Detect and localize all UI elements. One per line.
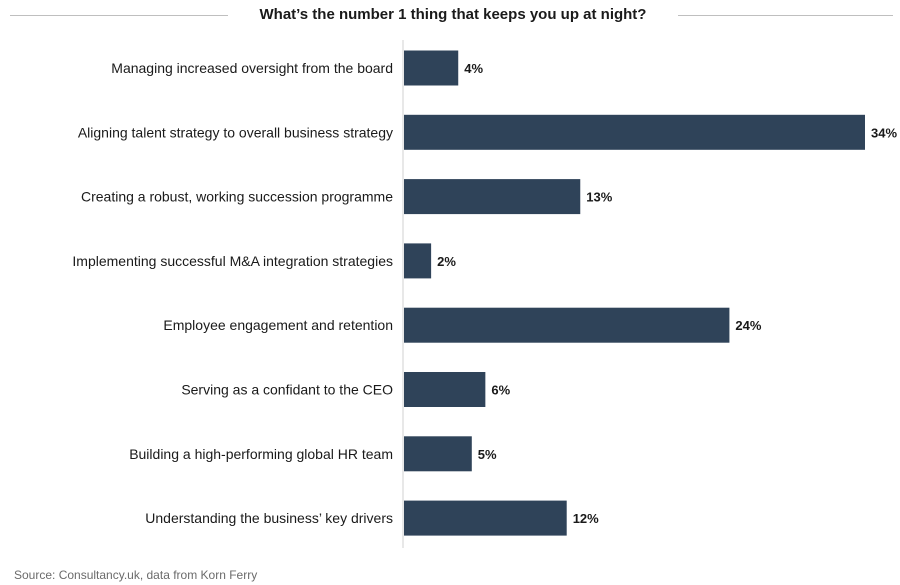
category-labels: Managing increased oversight from the bo… (72, 60, 393, 526)
bar (404, 307, 730, 343)
source-note: Source: Consultancy.uk, data from Korn F… (14, 568, 258, 582)
bar (404, 50, 459, 86)
value-label: 13% (586, 190, 612, 205)
category-label: Implementing successful M&A integration … (72, 253, 393, 269)
value-labels: 4% 34% 13% 2% 24% 6% 5% 12% (437, 61, 897, 526)
bars (404, 50, 865, 536)
category-label: Building a high-performing global HR tea… (129, 446, 393, 462)
category-label: Serving as a confidant to the CEO (181, 382, 393, 398)
category-label: Aligning talent strategy to overall busi… (78, 124, 393, 140)
title-rule-left (10, 15, 228, 16)
value-label: 34% (871, 125, 897, 140)
bar (404, 500, 567, 536)
value-label: 12% (573, 511, 599, 526)
bar (404, 372, 486, 407)
category-label: Understanding the business’ key drivers (145, 510, 393, 526)
chart-title: What’s the number 1 thing that keeps you… (259, 6, 647, 23)
value-label: 4% (464, 61, 483, 76)
title-rule-right (678, 15, 893, 16)
value-label: 6% (491, 383, 510, 398)
bar (404, 114, 865, 150)
value-label: 2% (437, 254, 456, 269)
bar (404, 436, 472, 472)
bar (404, 243, 432, 279)
value-label: 24% (735, 318, 761, 333)
category-label: Employee engagement and retention (163, 317, 393, 333)
value-label: 5% (478, 447, 497, 462)
title-row: What’s the number 1 thing that keeps you… (0, 0, 900, 34)
category-label: Creating a robust, working succession pr… (81, 189, 393, 205)
bar (404, 179, 581, 215)
category-label: Managing increased oversight from the bo… (111, 60, 393, 76)
